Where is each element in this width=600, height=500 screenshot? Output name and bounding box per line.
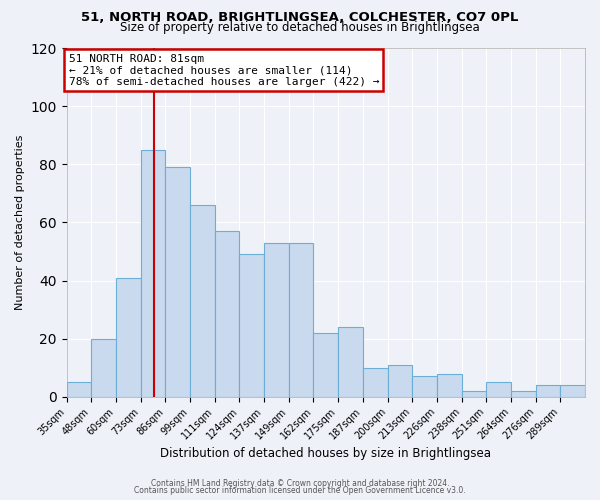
- Text: 51 NORTH ROAD: 81sqm
← 21% of detached houses are smaller (114)
78% of semi-deta: 51 NORTH ROAD: 81sqm ← 21% of detached h…: [68, 54, 379, 87]
- Bar: [215, 231, 239, 397]
- Text: Size of property relative to detached houses in Brightlingsea: Size of property relative to detached ho…: [120, 21, 480, 34]
- Bar: [511, 391, 536, 397]
- Bar: [141, 150, 166, 397]
- Bar: [116, 278, 141, 397]
- Bar: [91, 338, 116, 397]
- Bar: [338, 327, 363, 397]
- Bar: [461, 391, 486, 397]
- Text: Contains HM Land Registry data © Crown copyright and database right 2024.: Contains HM Land Registry data © Crown c…: [151, 478, 449, 488]
- Bar: [437, 374, 461, 397]
- Bar: [388, 365, 412, 397]
- Bar: [239, 254, 264, 397]
- Bar: [486, 382, 511, 397]
- Bar: [190, 205, 215, 397]
- Bar: [313, 333, 338, 397]
- Bar: [166, 167, 190, 397]
- Bar: [560, 385, 585, 397]
- Y-axis label: Number of detached properties: Number of detached properties: [15, 134, 25, 310]
- Bar: [289, 243, 313, 397]
- Text: 51, NORTH ROAD, BRIGHTLINGSEA, COLCHESTER, CO7 0PL: 51, NORTH ROAD, BRIGHTLINGSEA, COLCHESTE…: [82, 11, 518, 24]
- Bar: [412, 376, 437, 397]
- Bar: [363, 368, 388, 397]
- Text: Contains public sector information licensed under the Open Government Licence v3: Contains public sector information licen…: [134, 486, 466, 495]
- Bar: [264, 243, 289, 397]
- Bar: [536, 385, 560, 397]
- X-axis label: Distribution of detached houses by size in Brightlingsea: Distribution of detached houses by size …: [160, 447, 491, 460]
- Bar: [67, 382, 91, 397]
